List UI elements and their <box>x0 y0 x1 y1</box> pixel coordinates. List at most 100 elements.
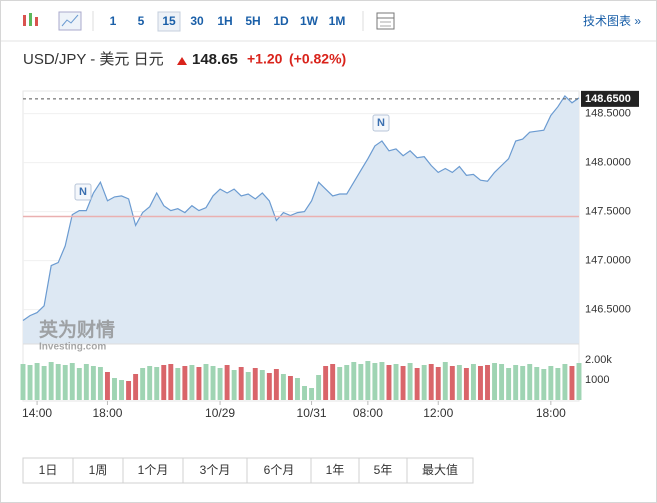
volume-bar <box>217 368 223 400</box>
volume-bar <box>69 363 75 400</box>
range-label[interactable]: 5年 <box>374 463 393 477</box>
interval-button[interactable]: 30 <box>190 14 204 28</box>
volume-bar <box>576 363 582 400</box>
volume-bar <box>295 378 300 400</box>
y-tick-label: 146.5000 <box>585 304 631 316</box>
range-button[interactable] <box>310 457 360 484</box>
interval-button[interactable]: 1H <box>217 14 232 28</box>
volume-bar <box>351 362 357 400</box>
volume-bar <box>520 366 526 400</box>
interval-button[interactable]: 1M <box>329 14 346 28</box>
volume-bar <box>309 388 315 400</box>
volume-bar <box>210 366 216 400</box>
news-marker-label[interactable]: N <box>377 117 385 129</box>
y-tick-label: 147.5000 <box>585 206 631 218</box>
volume-bar <box>76 368 82 400</box>
range-button[interactable] <box>406 457 474 484</box>
table-icon[interactable] <box>376 12 395 30</box>
interval-button[interactable]: 1W <box>300 14 319 28</box>
price-label-box <box>581 90 639 107</box>
volume-bar <box>548 366 554 400</box>
y-tick-label: 148.5000 <box>585 107 631 119</box>
y-tick-label: 1000 <box>585 374 609 386</box>
volume-bar <box>161 365 167 400</box>
volume-bar <box>154 367 160 400</box>
range-label[interactable]: 3个月 <box>200 463 231 477</box>
volume-bar <box>569 366 575 400</box>
interval-button[interactable]: 15 <box>162 14 176 28</box>
volume-bar <box>126 381 132 400</box>
volume-bar <box>492 363 498 400</box>
range-label[interactable]: 1日 <box>39 463 58 477</box>
candle-icon[interactable] <box>23 13 38 26</box>
technical-link[interactable]: 技术图表 » <box>583 14 641 28</box>
price-area <box>23 95 579 345</box>
interval-button[interactable]: 5 <box>138 14 145 28</box>
range-label[interactable]: 1个月 <box>138 463 169 477</box>
volume-bar <box>62 365 68 400</box>
volume-bar <box>386 365 392 400</box>
volume-bar <box>485 365 490 400</box>
volume-bar <box>140 368 146 400</box>
price-line <box>22 94 580 321</box>
range-button[interactable] <box>358 457 408 484</box>
volume-bar <box>421 365 427 400</box>
volume-bar <box>104 372 110 400</box>
volume-bar <box>506 368 512 400</box>
volume-bar <box>513 365 519 400</box>
price-label: 148.6500 <box>585 93 631 105</box>
x-tick-label: 18:00 <box>536 406 566 420</box>
volume-bar <box>499 364 505 400</box>
range-label[interactable]: 6个月 <box>264 463 295 477</box>
volume-bar <box>119 380 124 400</box>
volume-bar <box>435 367 441 400</box>
volume-bar <box>203 364 209 400</box>
x-tick-label: 18:00 <box>92 406 122 420</box>
volume-bar <box>83 364 89 400</box>
volume-bar <box>147 366 153 400</box>
news-marker[interactable] <box>372 114 390 132</box>
change-percent: (+0.82%) <box>289 51 346 67</box>
up-arrow <box>177 57 187 65</box>
volume-bar <box>407 363 413 400</box>
volume-bar <box>20 364 26 400</box>
interval-button[interactable]: 5H <box>245 14 260 28</box>
volume-bar <box>379 362 385 400</box>
interval-button[interactable]: 1 <box>110 14 117 28</box>
volume-bar <box>133 374 139 400</box>
volume-bar <box>280 374 286 400</box>
range-label[interactable]: 1年 <box>326 463 345 477</box>
range-button[interactable] <box>246 457 312 484</box>
interval-button[interactable]: 1D <box>273 14 289 28</box>
volume-bar <box>259 370 265 400</box>
x-tick-label: 10/31 <box>297 406 327 420</box>
range-label[interactable]: 1周 <box>89 463 108 477</box>
volume-bar <box>337 367 343 400</box>
volume-bar <box>97 367 103 400</box>
volume-bar <box>365 361 371 400</box>
range-button[interactable] <box>72 457 124 484</box>
news-marker[interactable] <box>74 183 92 201</box>
volume-bar <box>344 365 350 400</box>
volume-bar <box>238 367 244 400</box>
news-marker-label[interactable]: N <box>79 186 87 198</box>
price: 148.65 <box>192 51 238 68</box>
line-icon[interactable] <box>58 11 82 31</box>
volume-bar <box>266 373 272 400</box>
watermark-site: Investing.com <box>39 342 106 353</box>
range-label[interactable]: 最大值 <box>422 462 458 477</box>
volume-bar <box>323 366 329 400</box>
volume-bar <box>456 365 462 400</box>
volume-bar <box>478 366 483 400</box>
range-button[interactable] <box>22 457 74 484</box>
y-tick-label: 147.0000 <box>585 255 631 267</box>
volume-bar <box>34 363 40 400</box>
volume-bar <box>182 366 188 400</box>
symbol: USD/JPY - 美元 日元 <box>23 51 164 68</box>
x-tick-label: 08:00 <box>353 406 383 420</box>
volume-bar <box>302 386 307 400</box>
range-button[interactable] <box>122 457 184 484</box>
volume-bar <box>90 366 96 400</box>
volume-bar <box>358 364 364 400</box>
